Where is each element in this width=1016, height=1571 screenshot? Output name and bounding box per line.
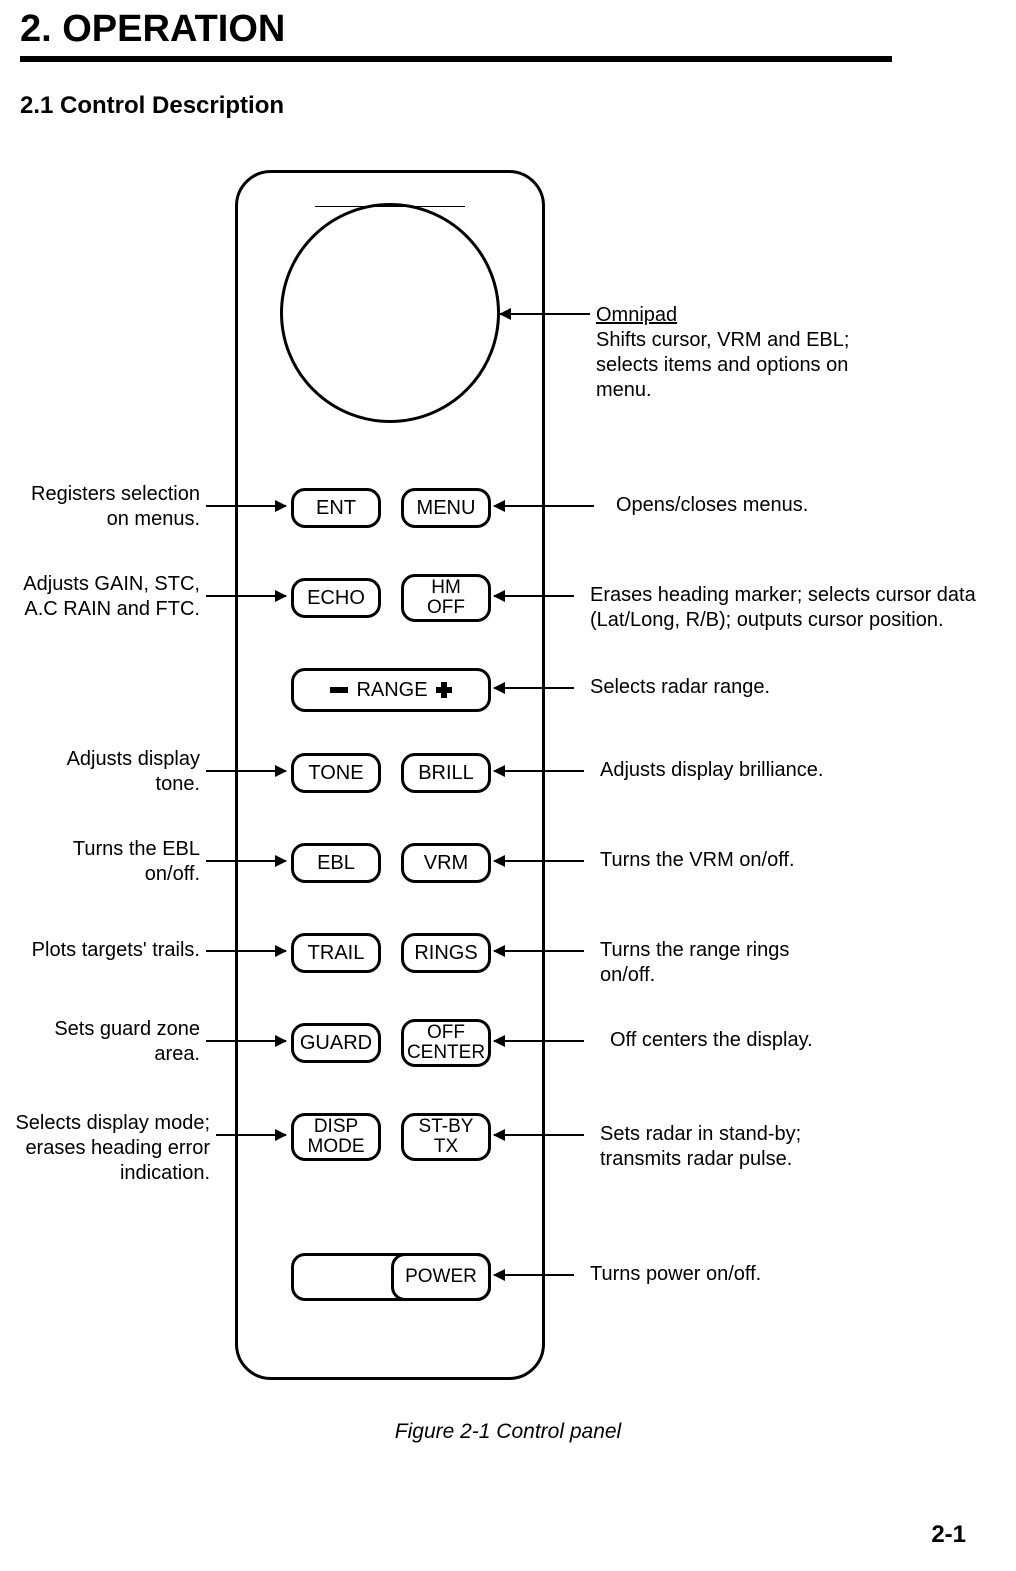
off-center-button[interactable]: OFF CENTER: [401, 1019, 491, 1067]
range-label: RANGE: [356, 680, 427, 701]
power-label: POWER: [405, 1266, 477, 1288]
arrow-echo: [206, 595, 286, 597]
callout-omnipad-title: Omnipad: [596, 304, 677, 326]
arrow-range: [494, 687, 574, 689]
rings-label: RINGS: [414, 943, 477, 964]
disp-mode-label-1: DISP: [308, 1117, 365, 1137]
arrow-menu: [494, 505, 594, 507]
ent-label: ENT: [316, 498, 356, 519]
minus-icon: [330, 687, 348, 693]
disp-mode-label-2: MODE: [308, 1137, 365, 1157]
callout-rings: Turns the range rings on/off.: [600, 938, 850, 988]
callout-range: Selects radar range.: [590, 675, 890, 700]
vrm-button[interactable]: VRM: [401, 843, 491, 883]
arrow-vrm: [494, 860, 584, 862]
off-center-label-2: CENTER: [407, 1043, 485, 1063]
callout-ebl: Turns the EBL on/off.: [20, 837, 200, 887]
arrow-dispmode: [216, 1134, 286, 1136]
arrow-rings: [494, 950, 584, 952]
arrow-offcenter: [494, 1040, 584, 1042]
arrow-brill: [494, 770, 584, 772]
omnipad[interactable]: [280, 203, 500, 423]
title-rule: [20, 56, 892, 62]
vrm-label: VRM: [424, 853, 468, 874]
callout-menu: Opens/closes menus.: [616, 493, 896, 518]
arrow-ebl: [206, 860, 286, 862]
arrow-power: [494, 1274, 574, 1276]
callout-power: Turns power on/off.: [590, 1262, 870, 1287]
tone-label: TONE: [308, 763, 363, 784]
hm-off-label-1: HM: [427, 578, 465, 598]
power-group: POWER: [291, 1253, 491, 1301]
stby-tx-label-2: TX: [419, 1137, 474, 1157]
callout-offcenter: Off centers the display.: [610, 1028, 860, 1053]
menu-button[interactable]: MENU: [401, 488, 491, 528]
arrow-stbytx: [494, 1134, 584, 1136]
trail-label: TRAIL: [308, 943, 365, 964]
ebl-label: EBL: [317, 853, 355, 874]
arrow-ent: [206, 505, 286, 507]
rings-button[interactable]: RINGS: [401, 933, 491, 973]
brill-label: BRILL: [418, 763, 474, 784]
callout-brill: Adjusts display brilliance.: [600, 758, 900, 783]
figure-caption: Figure 2-1 Control panel: [0, 1420, 1016, 1444]
ebl-button[interactable]: EBL: [291, 843, 381, 883]
guard-label: GUARD: [300, 1033, 372, 1054]
brill-button[interactable]: BRILL: [401, 753, 491, 793]
plus-icon: [436, 682, 452, 698]
arrow-omnipad: [500, 313, 590, 315]
menu-label: MENU: [417, 498, 476, 519]
callout-dispmode: Selects display mode; erases heading err…: [0, 1111, 210, 1186]
power-button[interactable]: POWER: [391, 1253, 491, 1301]
stby-tx-label-1: ST-BY: [419, 1117, 474, 1137]
callout-omnipad-desc: Shifts cursor, VRM and EBL; selects item…: [596, 329, 849, 401]
callout-stbytx: Sets radar in stand-by; transmits radar …: [600, 1122, 880, 1172]
callout-trail: Plots targets' trails.: [20, 938, 200, 963]
hm-off-label-2: OFF: [427, 598, 465, 618]
page-number: 2-1: [931, 1521, 966, 1549]
range-button[interactable]: RANGE: [291, 668, 491, 712]
callout-tone: Adjusts display tone.: [20, 747, 200, 797]
stby-tx-button[interactable]: ST-BY TX: [401, 1113, 491, 1161]
callout-hmoff: Erases heading marker; selects cursor da…: [590, 583, 1000, 633]
tone-button[interactable]: TONE: [291, 753, 381, 793]
callout-vrm: Turns the VRM on/off.: [600, 848, 900, 873]
ent-button[interactable]: ENT: [291, 488, 381, 528]
section-title: 2.1 Control Description: [20, 92, 284, 120]
arrow-tone: [206, 770, 286, 772]
callout-echo: Adjusts GAIN, STC, A.C RAIN and FTC.: [20, 572, 200, 622]
echo-label: ECHO: [307, 588, 365, 609]
callout-omnipad: Omnipad Shifts cursor, VRM and EBL; sele…: [596, 303, 876, 403]
chapter-title: 2. OPERATION: [20, 8, 285, 51]
guard-button[interactable]: GUARD: [291, 1023, 381, 1063]
arrow-guard: [206, 1040, 286, 1042]
disp-mode-button[interactable]: DISP MODE: [291, 1113, 381, 1161]
callout-ent: Registers selection on menus.: [20, 482, 200, 532]
arrow-hmoff: [494, 595, 574, 597]
callout-guard: Sets guard zone area.: [20, 1017, 200, 1067]
hm-off-button[interactable]: HM OFF: [401, 574, 491, 622]
off-center-label-1: OFF: [407, 1023, 485, 1043]
trail-button[interactable]: TRAIL: [291, 933, 381, 973]
arrow-trail: [206, 950, 286, 952]
echo-button[interactable]: ECHO: [291, 578, 381, 618]
